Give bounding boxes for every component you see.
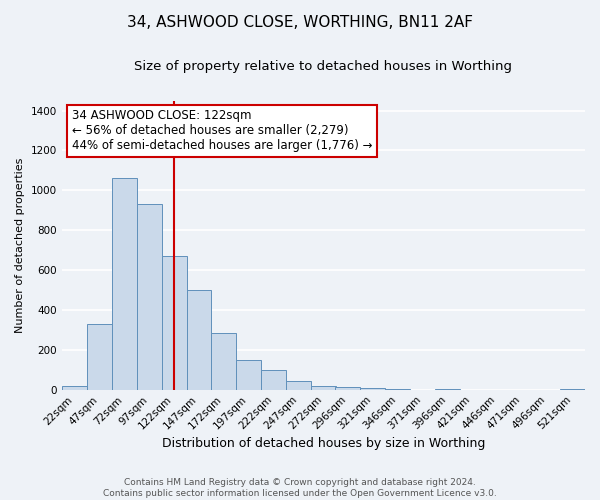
Y-axis label: Number of detached properties: Number of detached properties (15, 158, 25, 333)
Bar (335, 386, 360, 390)
Bar (286, 382, 311, 390)
Bar (311, 386, 337, 390)
Bar (262, 370, 286, 390)
Bar (161, 256, 187, 390)
Bar (86, 324, 112, 390)
Bar (360, 388, 385, 390)
X-axis label: Distribution of detached houses by size in Worthing: Distribution of detached houses by size … (161, 437, 485, 450)
Bar (385, 388, 410, 390)
Bar (112, 178, 137, 390)
Bar (236, 360, 262, 390)
Text: Contains HM Land Registry data © Crown copyright and database right 2024.
Contai: Contains HM Land Registry data © Crown c… (103, 478, 497, 498)
Title: Size of property relative to detached houses in Worthing: Size of property relative to detached ho… (134, 60, 512, 73)
Bar (211, 333, 236, 390)
Text: 34 ASHWOOD CLOSE: 122sqm
← 56% of detached houses are smaller (2,279)
44% of sem: 34 ASHWOOD CLOSE: 122sqm ← 56% of detach… (72, 109, 373, 152)
Bar (62, 386, 86, 390)
Text: 34, ASHWOOD CLOSE, WORTHING, BN11 2AF: 34, ASHWOOD CLOSE, WORTHING, BN11 2AF (127, 15, 473, 30)
Bar (137, 204, 161, 390)
Bar (187, 290, 211, 390)
